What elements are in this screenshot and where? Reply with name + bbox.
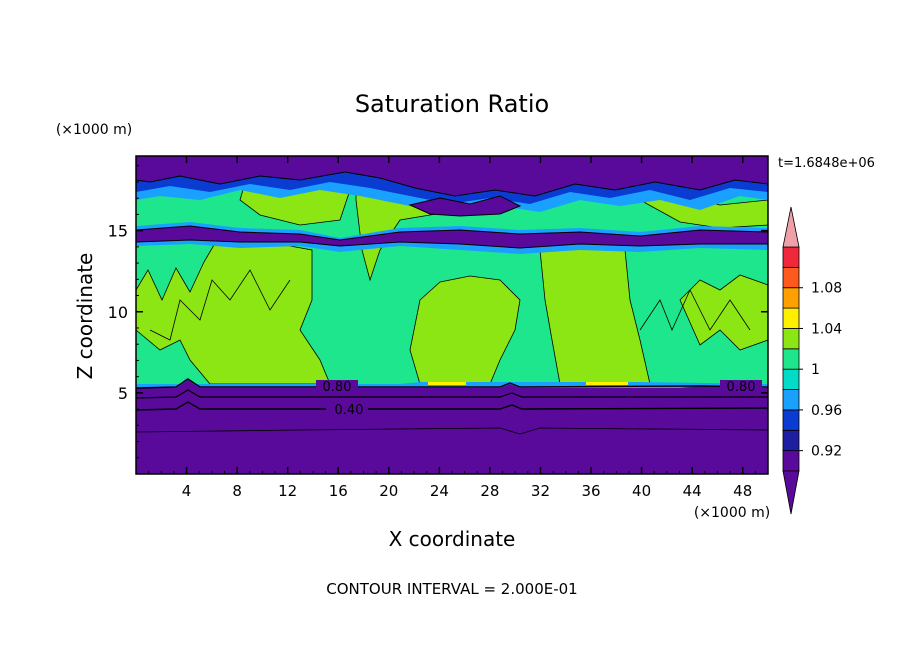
field-patch-green xyxy=(679,274,768,351)
contour-0.60 xyxy=(136,389,768,399)
field-upper-purple xyxy=(136,156,768,197)
plot-area xyxy=(136,156,768,474)
x-tick-label: 48 xyxy=(733,482,752,500)
field-yellow-sliver xyxy=(586,382,628,385)
contour-0.80 xyxy=(136,378,768,389)
colorbar-swatch xyxy=(782,307,800,329)
y-tick-label: 10 xyxy=(108,303,128,322)
field-yellow-sliver xyxy=(428,382,466,385)
colorbar-tick-label: 1.04 xyxy=(811,321,842,337)
colorbar-tick-label: 0.92 xyxy=(811,444,842,460)
chart-title: Saturation Ratio xyxy=(355,90,549,118)
colorbar-swatch xyxy=(782,429,800,452)
y-axis: 5 10 15 xyxy=(108,165,768,459)
contour-label-bg xyxy=(316,380,358,392)
x-axis-title: X coordinate xyxy=(389,527,516,551)
field-band15-purple xyxy=(136,225,768,249)
x-tick-label: 12 xyxy=(278,482,297,500)
x-tick-label: 44 xyxy=(683,482,702,500)
x-tick-label: 20 xyxy=(379,482,398,500)
y-tick-label: 15 xyxy=(108,222,128,241)
colorbar-over-arrow xyxy=(782,206,800,248)
x-axis: 4 8 12 16 20 24 28 32 36 40 44 48 xyxy=(148,156,756,500)
contour-label: 0.40 xyxy=(335,403,364,418)
contour-label: 0.80 xyxy=(323,380,352,395)
x-tick-label: 28 xyxy=(480,482,499,500)
colorbar-tick-label: 1 xyxy=(811,362,820,378)
colorbar-swatch xyxy=(782,368,800,390)
x-tick-label: 40 xyxy=(632,482,651,500)
field-patch-green xyxy=(409,275,521,385)
contour-interval-note: CONTOUR INTERVAL = 2.000E-01 xyxy=(326,580,577,598)
colorbar-swatch xyxy=(782,348,800,370)
contour-label: 0.80 xyxy=(727,380,756,395)
contour-label-bg xyxy=(326,402,368,414)
x-tick-label: 24 xyxy=(430,482,449,500)
colorbar-swatch xyxy=(782,287,800,309)
colorbar-swatch xyxy=(782,450,800,472)
field-patch-green xyxy=(136,237,331,385)
colorbar-swatch xyxy=(782,246,800,268)
colorbar-swatch xyxy=(782,409,800,431)
x-tick-label: 32 xyxy=(531,482,550,500)
colorbar-tick-label: 0.96 xyxy=(811,403,842,419)
x-tick-label: 36 xyxy=(581,482,600,500)
colorbar-tick-label: 1.08 xyxy=(811,281,842,297)
field-lower-purple xyxy=(136,380,768,474)
contour-label-bg xyxy=(720,380,762,392)
field-upper-purple-blob xyxy=(408,195,522,217)
contour-0.20 xyxy=(136,427,768,435)
x-unit-label: (×1000 m) xyxy=(694,505,770,521)
y-unit-label: (×1000 m) xyxy=(56,122,132,138)
contour-mid xyxy=(149,269,751,341)
time-label: t=1.6848e+06 xyxy=(778,156,875,171)
x-tick-label: 16 xyxy=(329,482,348,500)
x-tick-label: 8 xyxy=(232,482,242,500)
colorbar-swatch xyxy=(782,266,800,289)
colorbar-swatch xyxy=(782,389,800,411)
colorbar-swatch xyxy=(782,328,800,350)
colorbar-under-arrow xyxy=(782,470,800,515)
x-tick-label: 4 xyxy=(182,482,192,500)
y-axis-title: Z coordinate xyxy=(73,253,97,380)
colorbar: 1.08 1.04 1 0.96 0.92 xyxy=(782,206,842,515)
y-tick-label: 5 xyxy=(118,384,128,403)
